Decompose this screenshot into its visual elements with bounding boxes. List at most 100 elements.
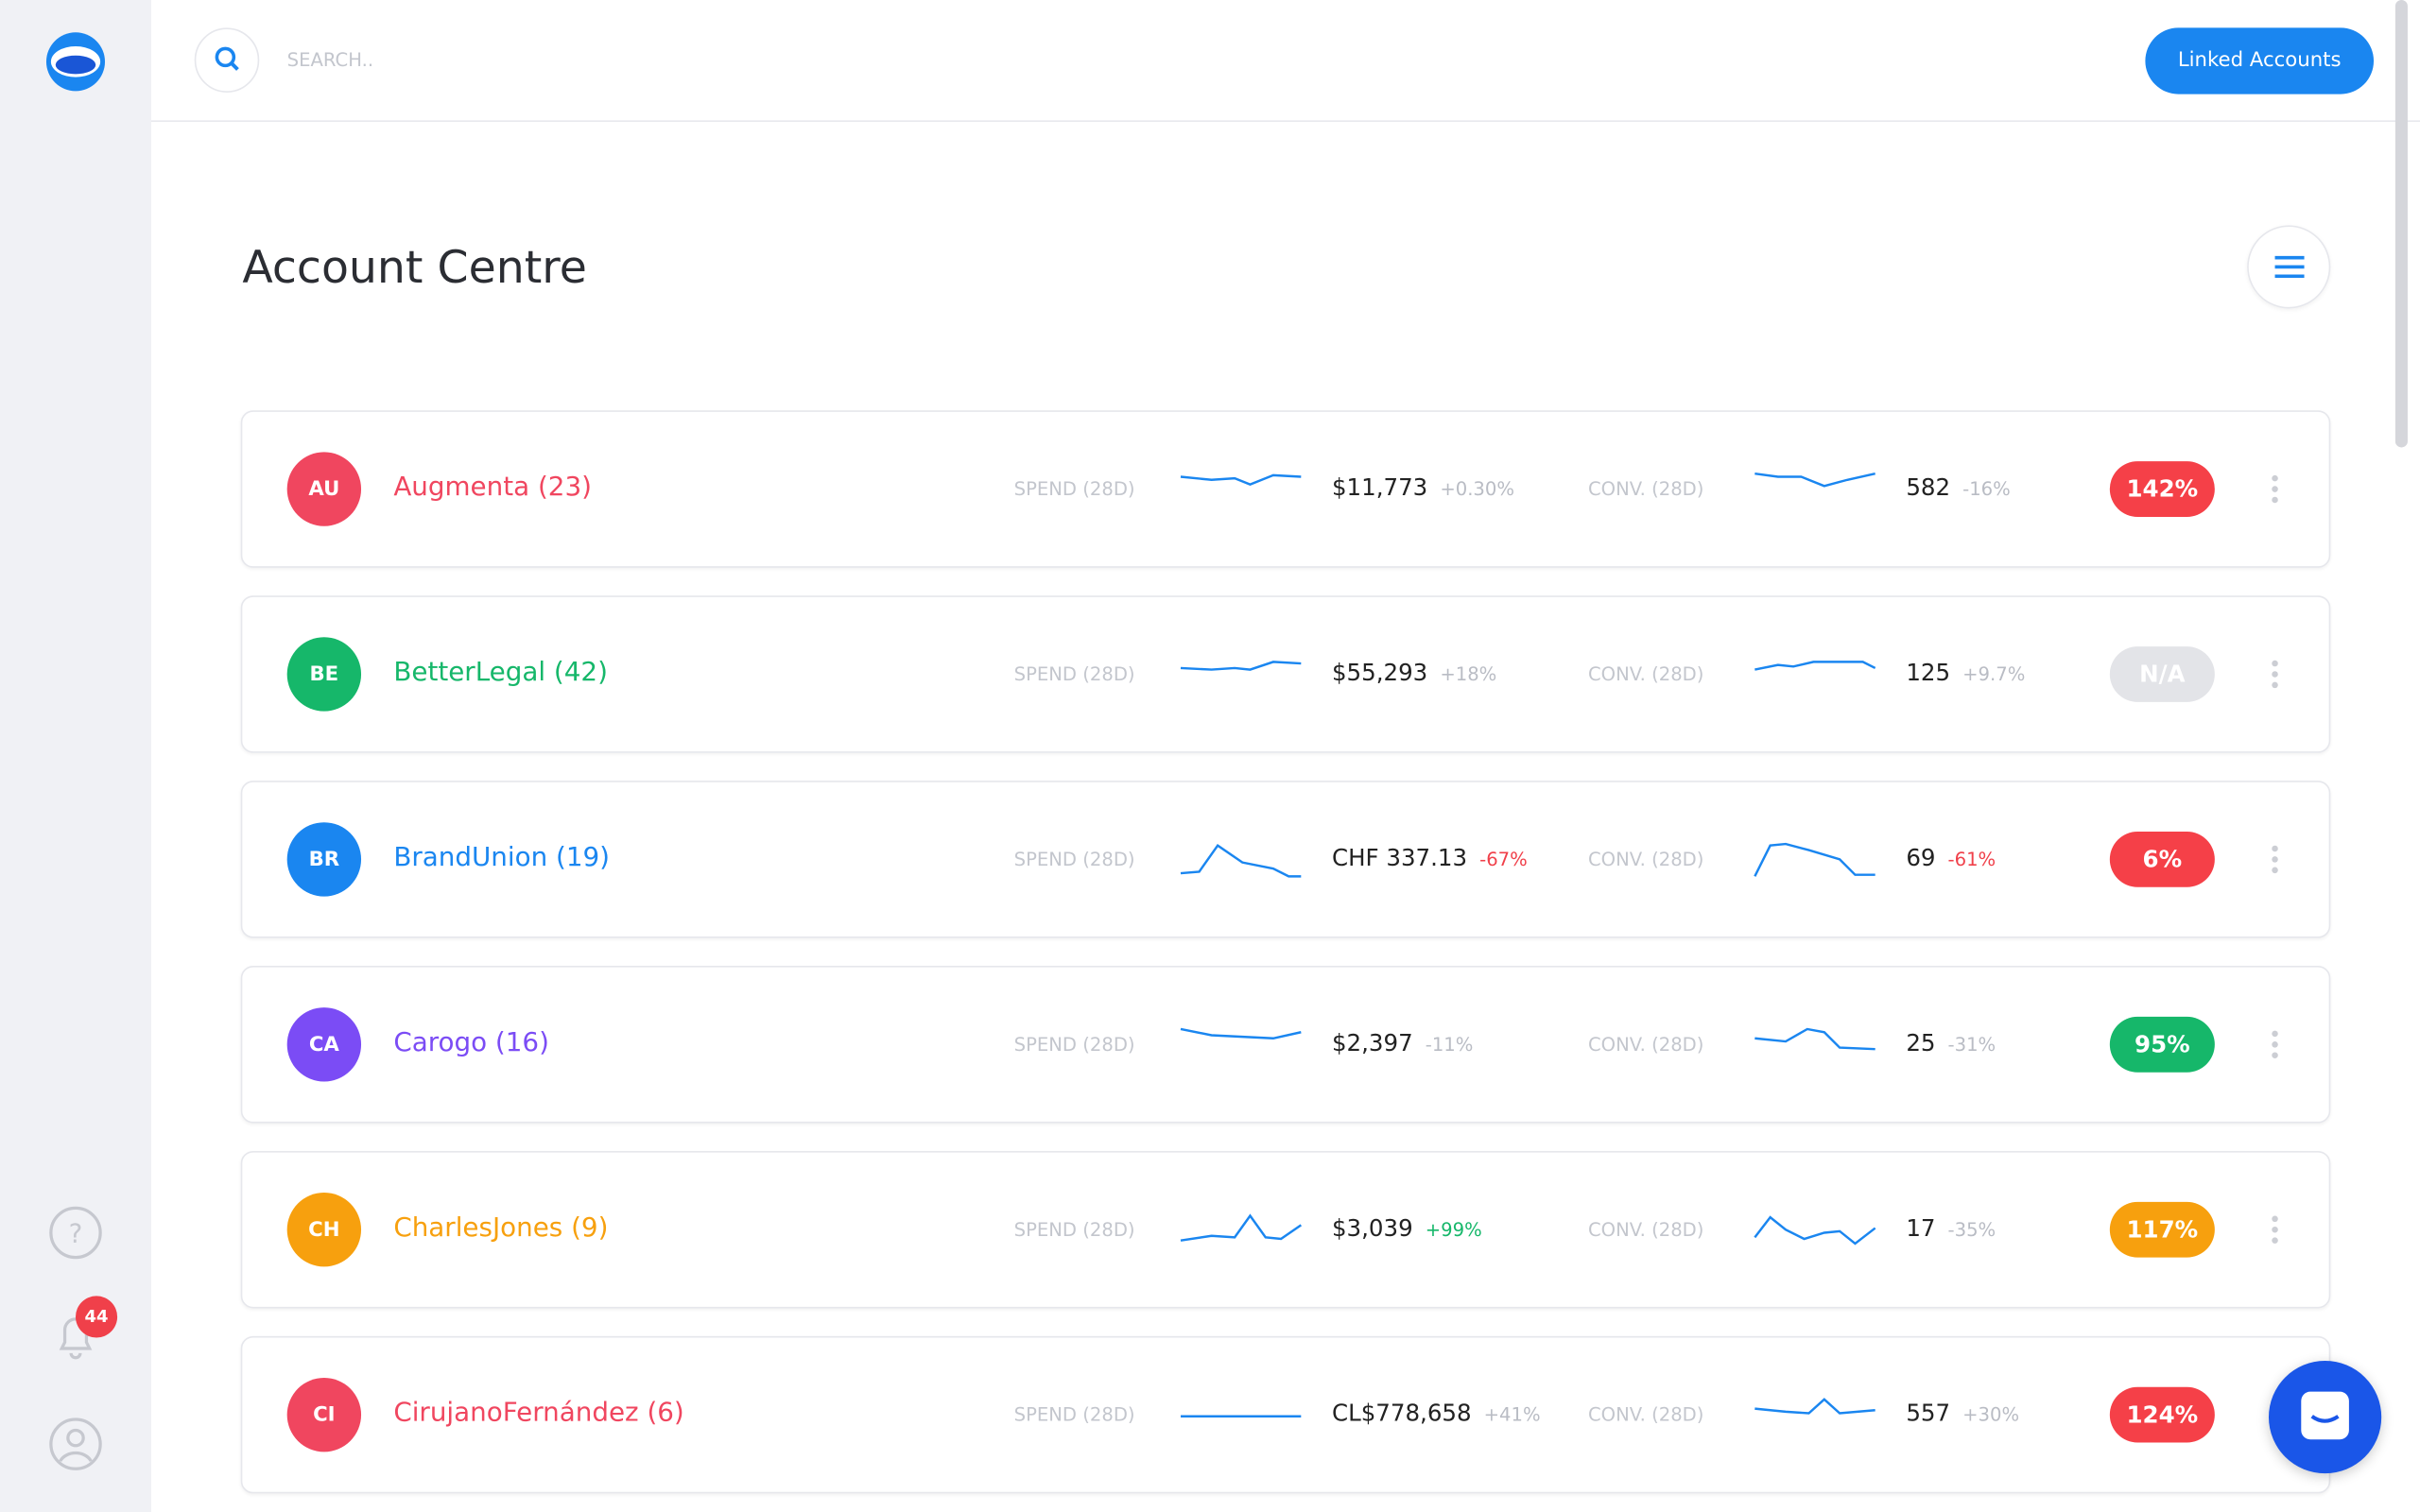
sparkline-path: [1180, 1213, 1303, 1242]
spend-value: CL$778,658: [1331, 1399, 1472, 1428]
account-name[interactable]: BetterLegal (42): [393, 658, 608, 689]
roas-badge: 95%: [2109, 1016, 2215, 1073]
more-button[interactable]: [2272, 1030, 2278, 1063]
spend-label: SPEND (28D): [1013, 848, 1135, 870]
more-button[interactable]: [2272, 1215, 2278, 1248]
sparkline-path: [1180, 843, 1302, 878]
dot: [2272, 474, 2278, 482]
spend-change: -11%: [1425, 1033, 1474, 1056]
name: BrandUnion: [393, 842, 548, 874]
conv: 17 -35%: [1906, 1214, 1996, 1242]
dot: [2272, 1030, 2278, 1038]
avatar: CA: [286, 1007, 362, 1082]
search-icon: [215, 46, 239, 71]
account-name[interactable]: Augmenta (23): [393, 472, 592, 504]
help-icon[interactable]: ?: [48, 1205, 104, 1261]
linked-accounts-button[interactable]: Linked Accounts: [2145, 27, 2375, 94]
menu-icon: [2274, 255, 2305, 279]
spend: CL$778,658 +41%: [1332, 1400, 1541, 1427]
avatar: CI: [286, 1377, 362, 1452]
dot: [2272, 867, 2278, 874]
conv-sparkline: [1754, 472, 1876, 488]
count: (16): [494, 1027, 549, 1058]
sparkline-path: [1754, 472, 1876, 488]
dot: [2272, 1052, 2278, 1058]
roas-badge: 117%: [2109, 1201, 2215, 1258]
count: (9): [571, 1212, 609, 1244]
roas-badge: 124%: [2109, 1386, 2215, 1443]
avatar: BR: [286, 822, 362, 897]
scrollbar[interactable]: [2394, 0, 2408, 448]
account-card[interactable]: CI CirujanoFernández (6) SPEND (28D) CL$…: [240, 1335, 2331, 1494]
account-name[interactable]: CirujanoFernández (6): [393, 1398, 683, 1429]
conv-value: 557: [1906, 1399, 1951, 1428]
dot: [2272, 1237, 2278, 1244]
roas-badge: 6%: [2109, 831, 2215, 887]
sparkline-path: [1180, 473, 1302, 486]
dot: [2272, 681, 2278, 689]
conv-change: -61%: [1947, 848, 1996, 870]
name: BetterLegal: [393, 657, 546, 689]
logo[interactable]: [43, 29, 109, 94]
avatar: BE: [286, 637, 362, 712]
account-name[interactable]: BrandUnion (19): [393, 842, 610, 873]
name: CirujanoFernández: [393, 1398, 639, 1429]
more-button[interactable]: [2272, 474, 2278, 507]
spend-value: $55,293: [1331, 659, 1428, 687]
avatar: AU: [286, 452, 362, 526]
spend: $55,293 +18%: [1332, 659, 1496, 686]
name: Augmenta: [393, 472, 530, 504]
conv-sparkline: [1754, 1398, 1876, 1415]
spend-change: +41%: [1483, 1403, 1541, 1426]
dot: [2272, 486, 2278, 492]
spend: $3,039 +99%: [1332, 1214, 1482, 1242]
conv: 557 +30%: [1906, 1400, 2019, 1427]
spend-sparkline: [1180, 473, 1302, 486]
spend-sparkline: [1180, 1415, 1302, 1418]
menu-button[interactable]: [2247, 225, 2331, 309]
more-button[interactable]: [2272, 660, 2278, 693]
conv-value: 25: [1906, 1028, 1936, 1057]
search-button[interactable]: [194, 27, 260, 93]
account-card[interactable]: BR BrandUnion (19) SPEND (28D) CHF 337.1…: [240, 781, 2331, 938]
conv-sparkline: [1754, 1027, 1876, 1051]
sparkline-path: [1754, 1398, 1876, 1415]
spend-sparkline: [1180, 843, 1302, 878]
dot: [2272, 1215, 2278, 1223]
conv: 125 +9.7%: [1906, 659, 2025, 686]
count: (23): [537, 472, 592, 504]
conv-sparkline: [1754, 1215, 1876, 1246]
name: Carogo: [393, 1027, 488, 1058]
count: (6): [647, 1398, 684, 1429]
conv-label: CONV. (28D): [1587, 478, 1704, 500]
sparkline-path: [1754, 1215, 1876, 1246]
account-card[interactable]: CA Carogo (16) SPEND (28D) $2,397 -11% CO…: [240, 966, 2331, 1124]
dot: [2272, 671, 2278, 678]
account-card[interactable]: CH CharlesJones (9) SPEND (28D) $3,039 +9…: [240, 1150, 2331, 1309]
search-input[interactable]: SEARCH..: [286, 49, 374, 72]
dot: [2272, 1041, 2278, 1048]
spend-label: SPEND (28D): [1013, 1403, 1135, 1426]
spend-value: CHF 337.13: [1331, 844, 1468, 872]
sparkline-path: [1754, 842, 1876, 877]
conv-value: 17: [1906, 1213, 1936, 1243]
spend-value: $2,397: [1331, 1028, 1413, 1057]
sparkline-path: [1754, 661, 1876, 671]
profile-icon[interactable]: [48, 1417, 104, 1472]
conv-value: 69: [1906, 844, 1936, 872]
account-card[interactable]: AU Augmenta (23) SPEND (28D) $11,773 +0.3…: [240, 410, 2331, 568]
account-name[interactable]: CharlesJones (9): [393, 1212, 608, 1244]
conv-sparkline: [1754, 842, 1876, 877]
spend-change: +99%: [1425, 1218, 1482, 1241]
chat-button[interactable]: [2268, 1360, 2382, 1474]
conv-label: CONV. (28D): [1587, 663, 1704, 685]
more-button[interactable]: [2272, 845, 2278, 878]
svg-text:?: ?: [69, 1217, 83, 1248]
spend-value: $3,039: [1331, 1213, 1413, 1243]
account-card[interactable]: BE BetterLegal (42) SPEND (28D) $55,293 +…: [240, 595, 2331, 753]
conv-change: -16%: [1962, 478, 2011, 500]
account-name[interactable]: Carogo (16): [393, 1027, 549, 1058]
